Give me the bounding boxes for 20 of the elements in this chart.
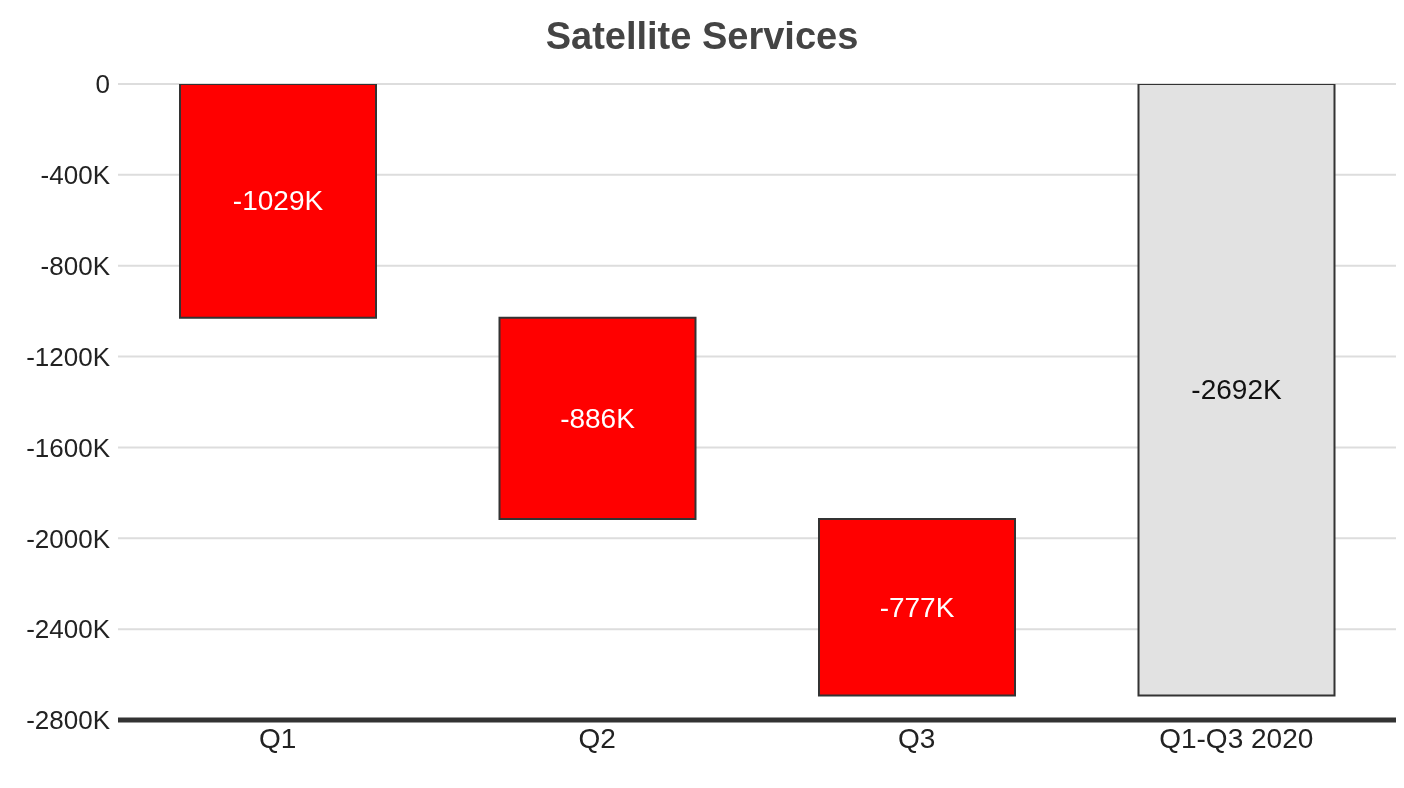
- x-tick-label: Q3: [898, 722, 936, 754]
- y-tick-label: -1200K: [26, 341, 111, 372]
- bar: [179, 84, 377, 319]
- y-tick-label: -2400K: [26, 614, 111, 645]
- bar: [498, 316, 697, 520]
- y-tick-label: -1600K: [26, 432, 111, 463]
- data-label: -1029K: [232, 185, 324, 217]
- y-tick-label: -400K: [40, 160, 111, 191]
- y-tick-label: -2000K: [26, 523, 111, 554]
- y-tick-label: -800K: [40, 250, 111, 281]
- y-tick-label: 0: [95, 69, 110, 100]
- bar: [818, 517, 1016, 697]
- x-tick-label: Q1-Q3 2020: [1159, 722, 1314, 754]
- x-tick-label: Q1: [259, 722, 297, 754]
- data-label: -777K: [879, 591, 955, 623]
- x-tick-label: Q2: [578, 722, 616, 754]
- y-tick-label: -2800K: [26, 705, 111, 736]
- data-label: -2692K: [1191, 374, 1282, 406]
- chart-title: Satellite Services: [544, 14, 860, 59]
- data-label: -886K: [560, 402, 636, 434]
